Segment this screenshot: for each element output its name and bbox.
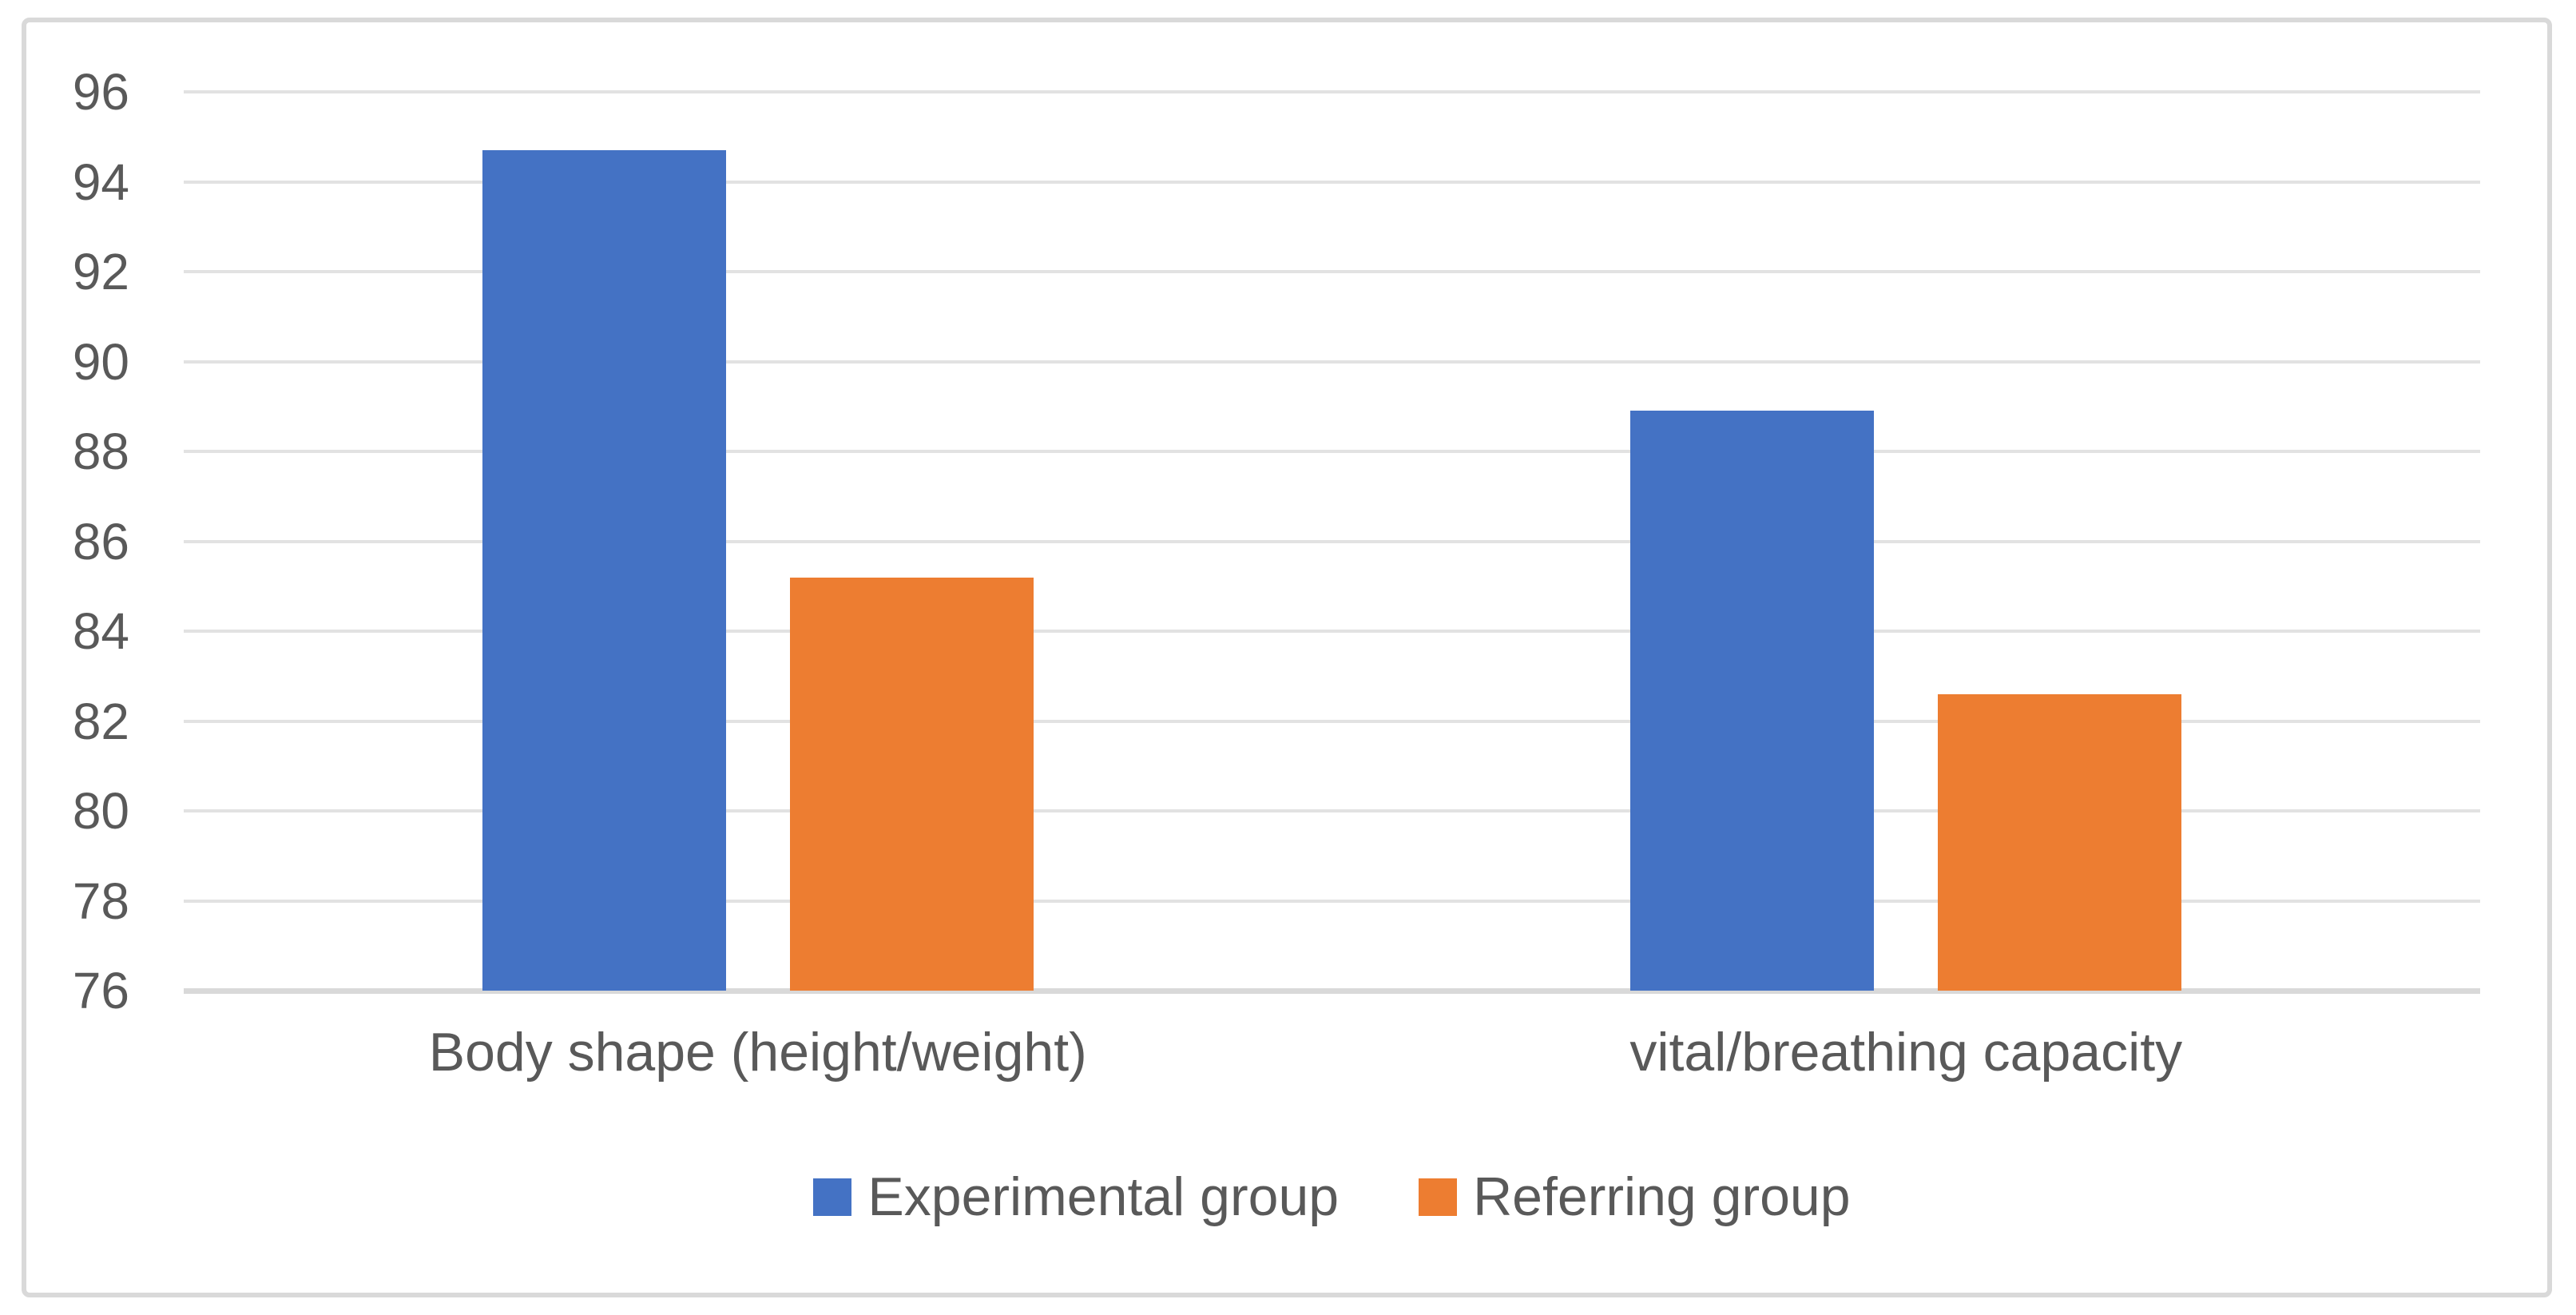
legend-swatch-referring-group (1419, 1178, 1458, 1217)
legend-swatch-experimental-group (813, 1178, 852, 1217)
y-tick-label-86: 86 (72, 512, 129, 570)
y-tick-label-88: 88 (72, 423, 129, 480)
gridline-86 (184, 539, 2480, 543)
y-tick-label-80: 80 (72, 782, 129, 840)
y-tick-label-90: 90 (72, 332, 129, 391)
y-axis-labels: 96 94 92 90 88 86 84 82 80 78 76 (0, 66, 129, 1016)
x-axis-line (184, 987, 2480, 994)
y-tick-label-84: 84 (72, 602, 129, 660)
category-label-vital-breathing-capacity: vital/breathing capacity (1629, 1022, 2183, 1083)
gridline-80 (184, 809, 2480, 812)
chart-border-frame (22, 18, 2552, 1297)
gridline-82 (184, 719, 2480, 723)
bar-referring-group-body-shape-height-weight (789, 577, 1034, 991)
y-tick-label-96: 96 (72, 63, 129, 121)
gridline-96 (184, 90, 2480, 93)
y-tick-label-92: 92 (72, 243, 129, 300)
plot-area (184, 90, 2480, 994)
y-tick-label-78: 78 (72, 872, 129, 930)
gridline-78 (184, 899, 2480, 903)
bar-experimental-group-vital-breathing-capacity (1630, 411, 1875, 991)
category-label-body-shape-height-weight: Body shape (height/weight) (428, 1022, 1087, 1083)
bars-layer (184, 92, 2480, 991)
y-tick-label-82: 82 (72, 692, 129, 750)
gridline-88 (184, 450, 2480, 453)
legend-item-referring-group: Referring group (1419, 1165, 1851, 1230)
gridline-94 (184, 180, 2480, 184)
legend-item-experimental-group: Experimental group (813, 1165, 1339, 1230)
x-axis-labels: Body shape (height/weight) vital/breathin… (184, 1021, 2480, 1101)
gridline-84 (184, 630, 2480, 633)
gridline-92 (184, 270, 2480, 273)
legend-label-referring-group: Referring group (1473, 1166, 1851, 1227)
legend: Experimental group Referring group (184, 1165, 2480, 1230)
gridline-90 (184, 360, 2480, 364)
y-tick-label-94: 94 (72, 153, 129, 211)
bar-experimental-group-body-shape-height-weight (482, 150, 726, 991)
bar-referring-group-vital-breathing-capacity (1938, 693, 2182, 991)
gridlines-layer (184, 90, 2480, 994)
y-tick-label-76: 76 (72, 962, 129, 1019)
legend-label-experimental-group: Experimental group (867, 1166, 1340, 1227)
